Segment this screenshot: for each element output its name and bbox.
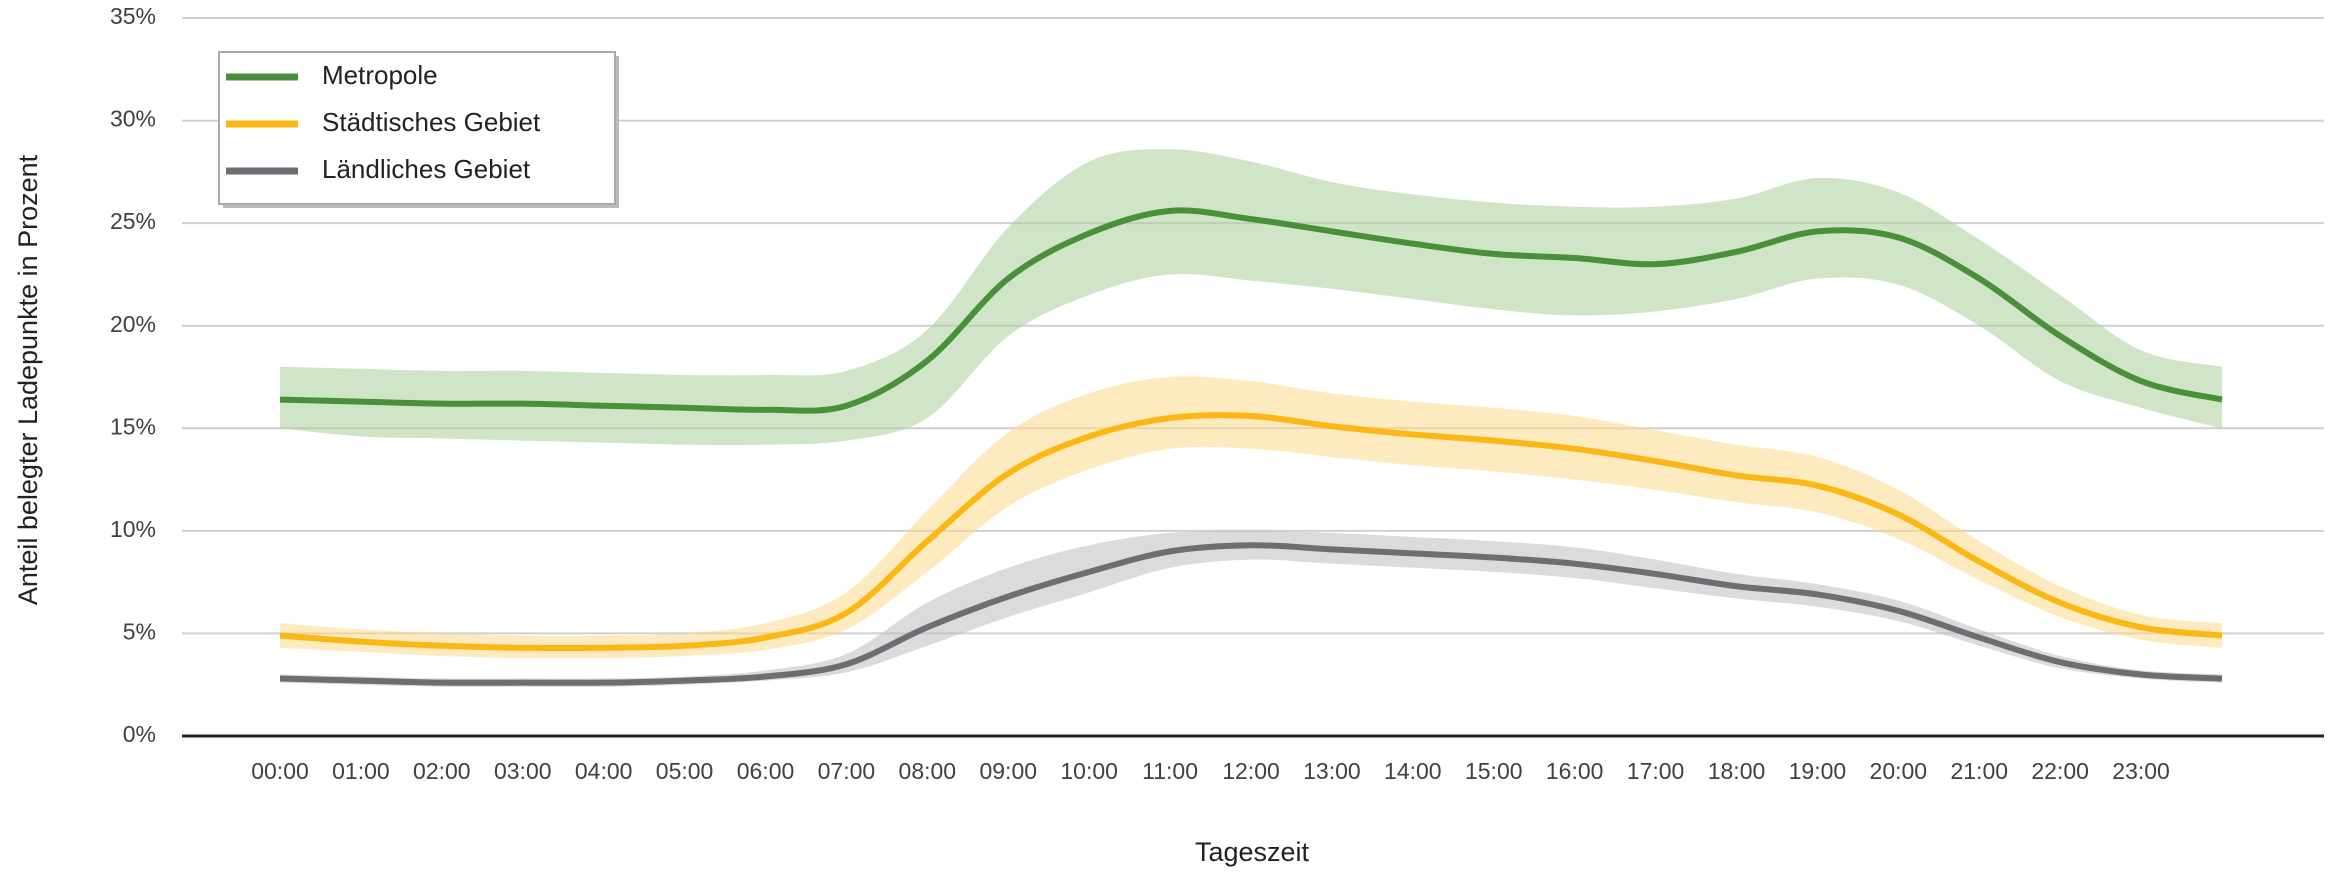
x-tick-label: 03:00	[494, 758, 552, 784]
x-tick-label: 06:00	[737, 758, 795, 784]
confidence-band	[280, 149, 2222, 446]
x-tick-label: 14:00	[1384, 758, 1442, 784]
line	[279, 542, 2223, 686]
x-tick-label: 13:00	[1303, 758, 1361, 784]
y-tick-label: 10%	[110, 516, 156, 542]
x-tick-label: 23:00	[2112, 758, 2170, 784]
x-tick-label: 22:00	[2031, 758, 2089, 784]
x-tick-label: 12:00	[1222, 758, 1280, 784]
x-tick-label: 01:00	[332, 758, 390, 784]
x-tick-label: 05:00	[656, 758, 714, 784]
y-tick-label: 5%	[123, 619, 156, 645]
y-tick-label: 30%	[110, 106, 156, 132]
x-tick-label: 04:00	[575, 758, 633, 784]
x-tick-label: 15:00	[1465, 758, 1523, 784]
confidence-band	[280, 376, 2222, 659]
x-tick-label: 16:00	[1546, 758, 1604, 784]
line	[279, 207, 2223, 414]
confidence-band	[280, 530, 2222, 687]
y-tick-label: 0%	[123, 721, 156, 747]
x-tick-label: 21:00	[1950, 758, 2008, 784]
legend: Metropole Städtisches Gebiet Ländliches Ge…	[218, 51, 619, 208]
legend-label: Metropole	[322, 60, 438, 90]
x-tick-label: 17:00	[1627, 758, 1685, 784]
y-tick-label: 20%	[110, 311, 156, 337]
y-axis-title: Anteil belegter Ladepunkte in Prozent	[13, 154, 43, 605]
legend-label: Städtisches Gebiet	[322, 107, 541, 137]
x-tick-label: 10:00	[1060, 758, 1118, 784]
x-tick-label: 20:00	[1870, 758, 1928, 784]
x-tick-label: 07:00	[818, 758, 876, 784]
x-tick-label: 11:00	[1142, 758, 1198, 784]
x-tick-label: 18:00	[1708, 758, 1766, 784]
y-tick-label: 25%	[110, 208, 156, 234]
x-axis-title: Tageszeit	[1195, 837, 1310, 867]
x-tick-label: 02:00	[413, 758, 471, 784]
x-tick-label: 00:00	[251, 758, 309, 784]
y-tick-label: 35%	[110, 3, 156, 29]
x-tick-label: 08:00	[899, 758, 957, 784]
x-tick-label: 19:00	[1789, 758, 1847, 784]
x-tick-label: 09:00	[979, 758, 1037, 784]
line	[279, 412, 2223, 652]
legend-label: Ländliches Gebiet	[322, 154, 531, 184]
y-tick-label: 15%	[110, 413, 156, 439]
